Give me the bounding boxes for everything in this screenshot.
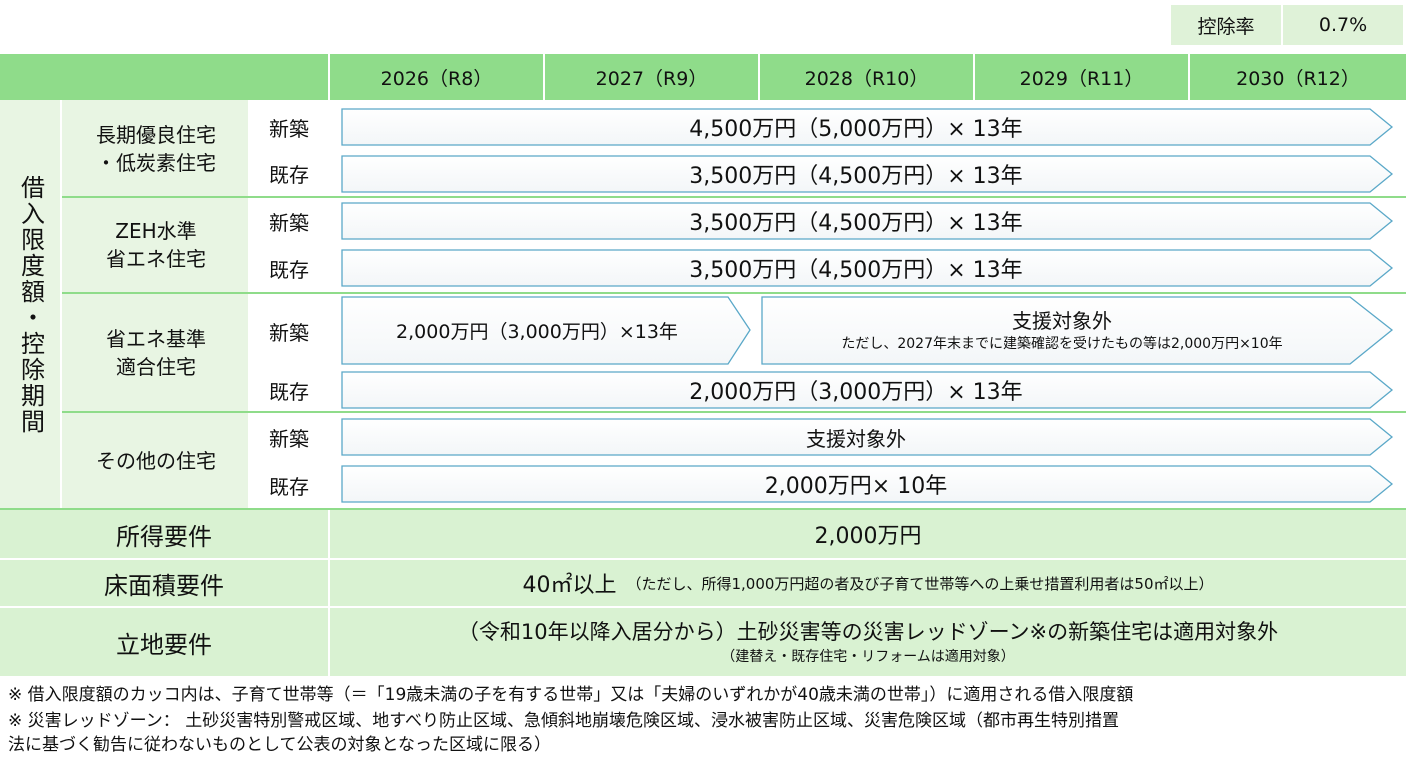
footnote: ※ 災害レッドゾーン： 土砂災害特別警戒区域、地すべり防止区域、急傾斜地崩壊危険…: [8, 711, 1120, 731]
deduction-rate-value: 0.7%: [1282, 4, 1404, 46]
footnote: 法に基づく勧告に従わないものとして公表の対象となった区域に限る）: [8, 735, 551, 755]
kind-label: 新築: [269, 320, 309, 345]
band-separator: [0, 606, 1406, 608]
year-header: 2028（R10）: [760, 54, 975, 100]
income-requirement-value: 2,000万円: [814, 524, 922, 549]
band-divider: [328, 560, 330, 606]
limit-value: 4,500万円（5,000万円）× 13年: [689, 117, 1023, 142]
arrow-shape: [341, 108, 1394, 146]
year-header: 2026（R8）: [330, 54, 545, 100]
limit-value: 2,000万円（3,000万円）×13年: [396, 321, 678, 343]
floor-requirement-note: （ただし、所得1,000万円超の者及び子育て世帯等への上乗せ措置利用者は50㎡以…: [626, 574, 1214, 593]
location-requirement-value: （令和10年以降入居分から）土砂災害等の災害レッドゾーン※の新築住宅は適用対象外: [457, 620, 1279, 644]
category-separator: [0, 508, 1406, 510]
limit-value: 支援対象外: [806, 426, 906, 451]
row-group-cell: [0, 100, 62, 510]
location-requirement-row: [0, 608, 1406, 676]
year-header: 2029（R11）: [975, 54, 1190, 100]
arrow-shape: [341, 296, 751, 365]
category-separator: [62, 196, 1406, 198]
income-requirement-label: 所得要件: [116, 522, 212, 551]
arrow-shape: [341, 418, 1394, 456]
kind-label: 既存: [269, 379, 309, 404]
location-requirement-note: （建替え・既存住宅・リフォームは適用対象）: [721, 649, 1015, 665]
income-requirement-row: [0, 510, 1406, 558]
excluded-title: 支援対象外: [1012, 309, 1112, 333]
kind-label: 新築: [269, 426, 309, 451]
excluded-note: ただし、2027年末までに建築確認を受けたもの等は2,000万円×10年: [841, 336, 1283, 352]
limit-value: 3,500万円（4,500万円）× 13年: [689, 258, 1023, 283]
band-divider: [328, 608, 330, 676]
row-group-label: 借入限度額・控除期間: [16, 175, 45, 435]
floor-requirement-label: 床面積要件: [104, 571, 224, 600]
kind-label: 既存: [269, 162, 309, 187]
arrow-shape: [341, 202, 1394, 240]
kind-label: 既存: [269, 474, 309, 499]
arrow-shape: [341, 465, 1394, 503]
category-label: 省エネ基準 適合住宅: [106, 327, 206, 379]
location-requirement-label: 立地要件: [116, 630, 212, 659]
arrow-shape: [341, 371, 1394, 409]
limit-value: 3,500万円（4,500万円）× 13年: [689, 164, 1023, 189]
kind-label: 既存: [269, 257, 309, 282]
floor-requirement-value: 40㎡以上: [522, 573, 617, 598]
category-separator: [62, 292, 1406, 294]
arrow-shape: [341, 155, 1394, 193]
deduction-rate-label: 控除率: [1170, 4, 1282, 46]
year-header: 2027（R9）: [545, 54, 760, 100]
floor-requirement-row: [0, 560, 1406, 606]
limit-value-excluded: 支援対象外 ただし、2027年末までに建築確認を受けたもの等は2,000万円×1…: [762, 300, 1362, 362]
band-separator: [0, 558, 1406, 560]
limit-value: 3,500万円（4,500万円）× 13年: [689, 211, 1023, 236]
kind-label: 新築: [269, 116, 309, 141]
location-requirement-value-group: （令和10年以降入居分から）土砂災害等の災害レッドゾーン※の新築住宅は適用対象外…: [330, 608, 1406, 676]
arrow-shape: [761, 296, 1394, 365]
category-label: ZEH水準 省エネ住宅: [106, 219, 206, 271]
band-divider: [328, 510, 330, 558]
footnote: ※ 借入限度額のカッコ内は、子育て世帯等（＝「19歳未満の子を有する世帯」又は「…: [8, 685, 1134, 705]
header-corner: [0, 54, 330, 100]
arrow-shape: [341, 249, 1394, 287]
kind-label: 新築: [269, 210, 309, 235]
category-label: その他の住宅: [96, 449, 216, 473]
year-header: 2030（R12）: [1190, 54, 1406, 100]
header-divider: [328, 54, 330, 100]
limit-value: 2,000万円× 10年: [764, 474, 948, 499]
column-divider: [248, 100, 250, 510]
category-separator: [62, 411, 1406, 413]
category-label: 長期優良住宅 ・低炭素住宅: [96, 123, 216, 175]
limit-value: 2,000万円（3,000万円）× 13年: [689, 380, 1023, 405]
floor-requirement-value-group: 40㎡以上 （ただし、所得1,000万円超の者及び子育て世帯等への上乗せ措置利用…: [330, 560, 1406, 606]
